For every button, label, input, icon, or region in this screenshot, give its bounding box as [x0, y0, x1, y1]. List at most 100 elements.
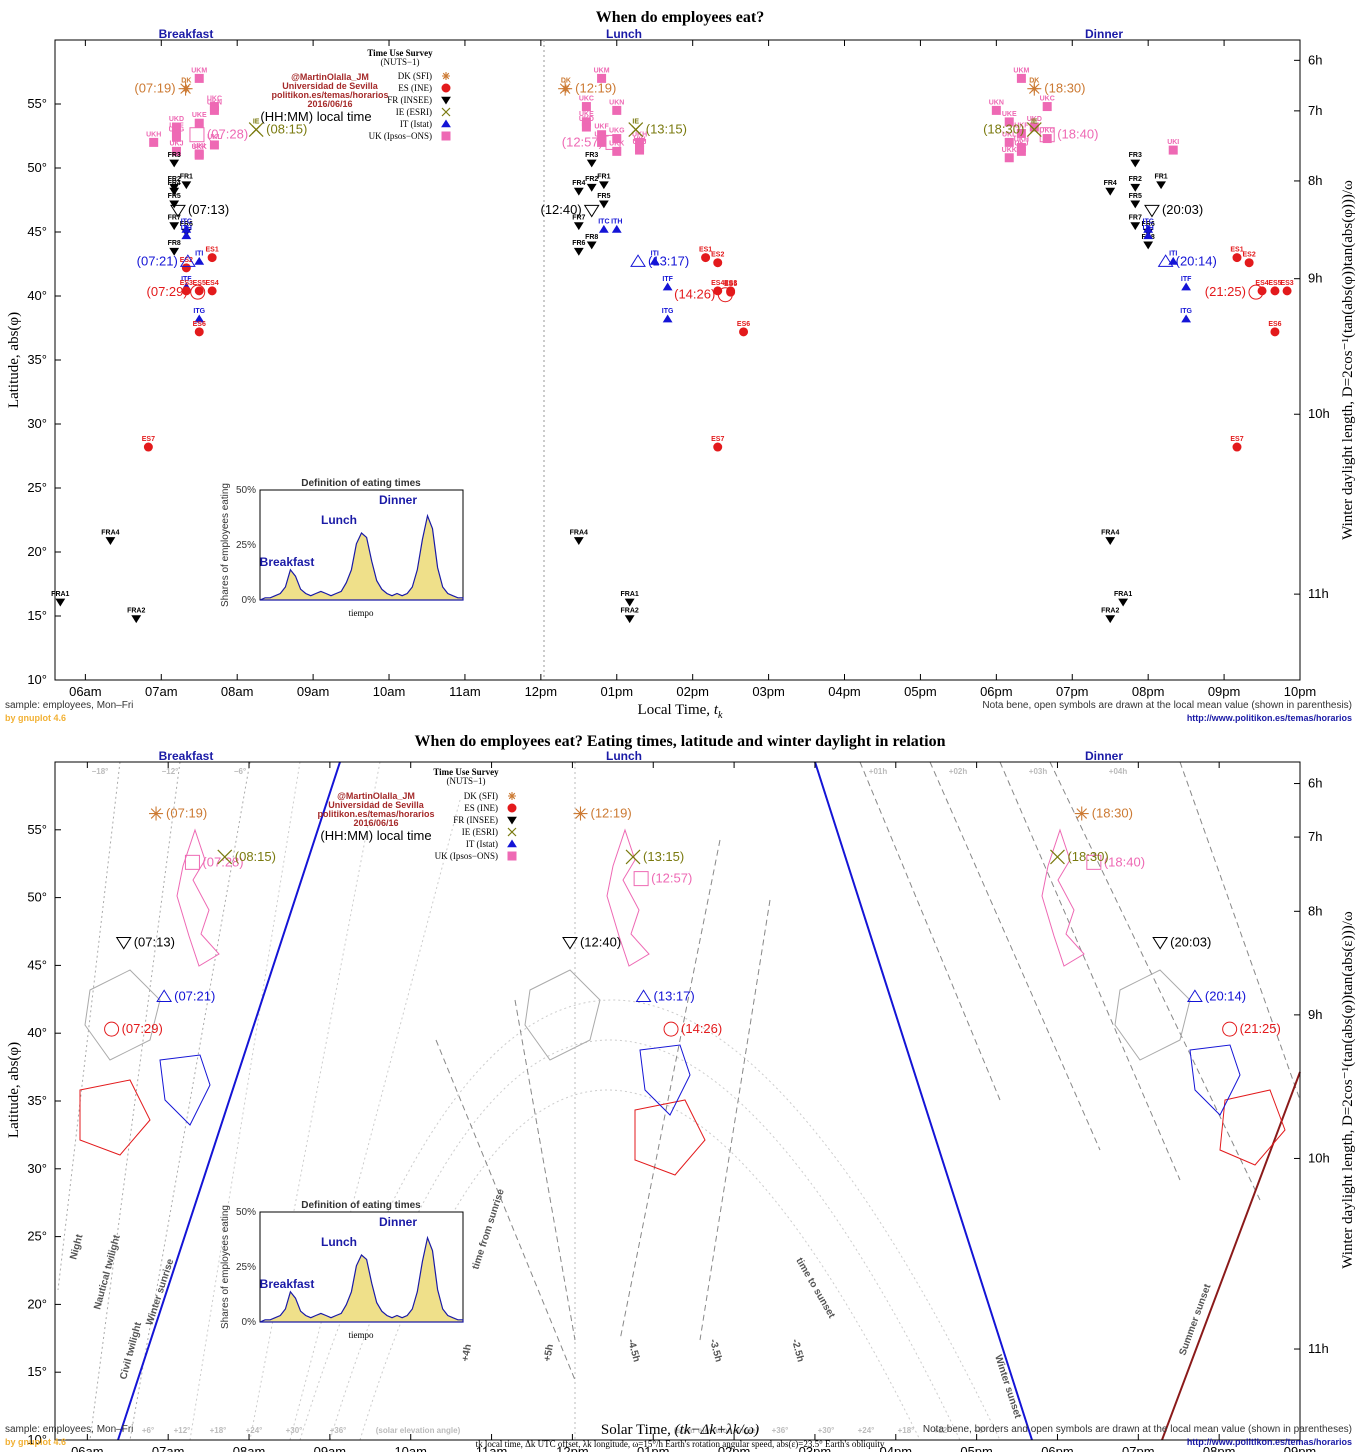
y-tick-label: 55° [27, 822, 47, 837]
data-point-uk [194, 118, 204, 128]
mean-label: (20:03) [1170, 934, 1211, 949]
legend-items-top: DK (SFI) ES (INE) FR (INSEE) IE (ESRI) IT (I… [369, 71, 451, 141]
inset-peak-breakfast-bottom: Breakfast [260, 1277, 315, 1291]
legend-symbol-ie [507, 827, 517, 837]
mean-marker-dk [178, 81, 193, 96]
legend-label: IE (ESRI) [396, 107, 432, 117]
mean-marker-dk [558, 81, 573, 96]
data-point-es [713, 258, 723, 268]
point-label: UKE [192, 112, 207, 119]
point-label: UKL [207, 134, 222, 141]
data-point-uk [597, 73, 607, 83]
x-tick-label: 01pm [637, 1444, 670, 1452]
data-point-it [1168, 256, 1179, 265]
y-tick-label: 30° [27, 416, 47, 431]
x-axis-formula-bottom: (tk−Δk+λk/ω) [675, 1422, 759, 1438]
point-label: FR4 [168, 180, 181, 187]
meal-label-lunch-bottom: Lunch [606, 749, 642, 763]
point-label: UKD [579, 116, 594, 123]
chart-bottom-title: When do employees eat? Eating times, lat… [415, 733, 946, 750]
point-label: UKK [1002, 147, 1017, 154]
point-label: FRA2 [127, 608, 145, 615]
mean-label: (12:40) [541, 202, 582, 217]
inset-tick-2-bottom: 50% [236, 1207, 256, 1218]
point-label: DK [1029, 78, 1039, 85]
data-point-fr [1118, 598, 1129, 607]
mean-label: (13:17) [648, 253, 689, 268]
point-label: UKM [191, 67, 207, 74]
data-point-es [181, 263, 191, 273]
y2-tick-label: 8h [1308, 903, 1322, 918]
data-point-it [611, 224, 622, 233]
point-label: ES2 [711, 252, 724, 259]
data-point-fr [1156, 181, 1166, 190]
x-tick-label: 08am [233, 1444, 266, 1452]
point-label: ITC [598, 218, 609, 225]
mean-marker-es [717, 287, 733, 303]
mean-marker-es [1222, 1021, 1238, 1037]
y-tick-label: 25° [27, 1229, 47, 1244]
mean-label: (07:13) [188, 202, 229, 217]
x-tick-label: 08am [221, 684, 254, 699]
outline-es [634, 1099, 706, 1176]
guide-line [249, 761, 381, 1441]
legend-symbol-dk [442, 72, 450, 80]
mean-label: (07:21) [137, 253, 178, 268]
point-label: FRA4 [101, 529, 119, 536]
y-tick-label: 45° [27, 224, 47, 239]
point-label: FR8 [585, 234, 598, 241]
data-point-fr [573, 537, 584, 546]
point-label: ITI [195, 250, 203, 257]
data-point-fr [1130, 183, 1141, 192]
point-label: UKF [594, 124, 609, 131]
point-label: ITG [193, 308, 205, 315]
data-point-fr [573, 187, 584, 196]
angle-label-top: +01h [869, 767, 888, 776]
mean-marker-uk [1086, 854, 1102, 870]
inset-ylabel-bottom: Shares of employees eating [220, 1205, 231, 1329]
x-tick-label: 10am [394, 1444, 427, 1452]
chart-bottom: When do employees eat? Eating times, lat… [5, 733, 1356, 1452]
angle-label-bottom: +24° [246, 1426, 263, 1435]
point-label: FR7 [572, 215, 585, 222]
x-tick-label: 09am [297, 684, 330, 699]
solar-elev-label-right: (solar elevation angle) [674, 1426, 759, 1435]
point-label: FR1 [180, 174, 193, 181]
y2-axis-label-bottom: Winter daylight length, D=2cos⁻¹(tan(abs… [1340, 911, 1356, 1269]
legend-label: DK (SFI) [464, 791, 498, 801]
summer-sunset-label: Summer sunset [1177, 1282, 1213, 1357]
mean-label: (18:30) [1044, 81, 1085, 96]
point-label: FR2 [585, 176, 598, 183]
point-label: ITG [1180, 308, 1192, 315]
mean-label: (20:14) [1205, 989, 1246, 1004]
x-tick-label: 07pm [1056, 684, 1089, 699]
mean-marker-fr [170, 204, 186, 218]
mean-marker-fr [115, 936, 132, 950]
point-label: UKN [207, 99, 222, 106]
legend-label: FR (INSEE) [453, 815, 498, 825]
mean-marker-fr [1152, 936, 1169, 950]
angle-label-bottom: +12° [934, 1426, 951, 1435]
legend-label: UK (Ipsos−ONS) [369, 131, 432, 141]
meal-label-breakfast-bottom: Breakfast [159, 749, 214, 763]
note-right-bottom: Nota bene, borders and open symbols are … [923, 1424, 1352, 1435]
x-axis-label-text-bottom: Solar Time, [601, 1422, 671, 1438]
point-label: UKI [634, 137, 646, 144]
axes-bottom: 06am 07am 08am 09am 10am 11am 12pm 01pm 02pm 03pm… [27, 762, 1330, 1452]
data-point-fr [586, 241, 597, 250]
guide-line [999, 761, 1181, 1181]
data-point-uk [635, 145, 645, 155]
y-tick-label: 10° [27, 672, 47, 687]
outline-it [639, 1044, 691, 1116]
mean-label: (18:30) [983, 122, 1024, 137]
point-label: ITC [181, 218, 192, 225]
data-point-uk [1042, 134, 1052, 144]
credit-line-1-top: @MartinOlalla_JM [291, 72, 369, 82]
x-tick-label: 09pm [1208, 684, 1241, 699]
data-point-fr [181, 181, 192, 190]
mean-label: (13:15) [643, 849, 684, 864]
y2-tick-label: 7h [1308, 103, 1322, 118]
data-point-fr [169, 222, 180, 231]
guide-line [699, 899, 771, 1341]
mean-label: (20:03) [1162, 202, 1203, 217]
